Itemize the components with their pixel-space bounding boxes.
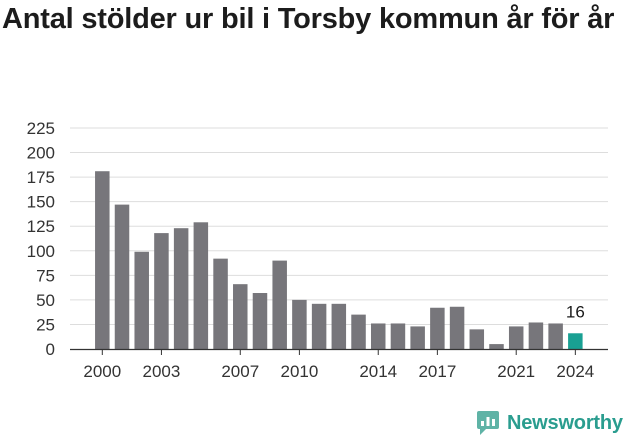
x-tick-label: 2010	[280, 362, 318, 381]
bar-2009	[272, 260, 287, 349]
x-tick-label: 2000	[83, 362, 121, 381]
y-tick-label: 200	[27, 144, 55, 163]
bar-2000	[95, 171, 110, 349]
bar-2005	[193, 222, 209, 349]
bar-2007	[233, 284, 248, 349]
bars	[95, 171, 583, 349]
y-axis-tick-labels: 0 25 50 75 100 125 150 175 200 225	[27, 119, 55, 359]
gridlines	[70, 127, 608, 325]
y-tick-label: 75	[36, 266, 55, 285]
bar-2003	[154, 233, 169, 349]
bar-2001	[114, 204, 130, 349]
bar-2019	[469, 329, 485, 349]
y-tick-label: 125	[27, 217, 55, 236]
brand-name: Newsworthy	[507, 411, 623, 434]
bar-2008	[252, 293, 268, 349]
x-tick-label: 2021	[497, 362, 535, 381]
bar-2014	[370, 323, 386, 349]
bar-2011	[311, 303, 327, 349]
y-tick-label: 225	[27, 119, 55, 138]
bar-2012	[331, 303, 347, 349]
bar-2015	[390, 323, 406, 349]
bar-2004	[173, 228, 189, 349]
y-tick-label: 175	[27, 168, 55, 187]
x-axis: 2000 2003 2007 2010 2014 2017 2021 2024	[70, 348, 608, 381]
bar-2022	[528, 322, 544, 349]
data-labels: 16	[566, 302, 585, 321]
x-tick-label: 2024	[556, 362, 594, 381]
bar-2006	[213, 258, 228, 349]
y-tick-label: 50	[36, 291, 55, 310]
x-tick-label: 2003	[143, 362, 181, 381]
bar-2020	[489, 344, 504, 349]
x-tick-label: 2014	[359, 362, 397, 381]
y-tick-label: 0	[46, 340, 55, 359]
bar-2002	[134, 251, 149, 349]
x-tick-label: 2007	[221, 362, 259, 381]
bar-2017	[430, 307, 445, 349]
x-tick-label: 2017	[418, 362, 456, 381]
chart-title: Antal stölder ur bil i Torsby kommun år …	[2, 3, 615, 35]
data-label: 16	[566, 302, 585, 321]
bar-2024	[568, 333, 583, 349]
y-tick-label: 150	[27, 193, 55, 212]
bar-2010	[292, 299, 307, 349]
bar-2021	[508, 326, 524, 349]
bar-2023	[548, 323, 563, 349]
newsworthy-logo-icon	[477, 411, 499, 435]
bar-2013	[351, 314, 366, 349]
brand-logo[interactable]: Newsworthy	[476, 408, 623, 438]
y-tick-label: 25	[36, 315, 55, 334]
bar-2018	[449, 306, 465, 349]
y-tick-label: 100	[27, 242, 55, 261]
bar-2016	[410, 326, 425, 349]
